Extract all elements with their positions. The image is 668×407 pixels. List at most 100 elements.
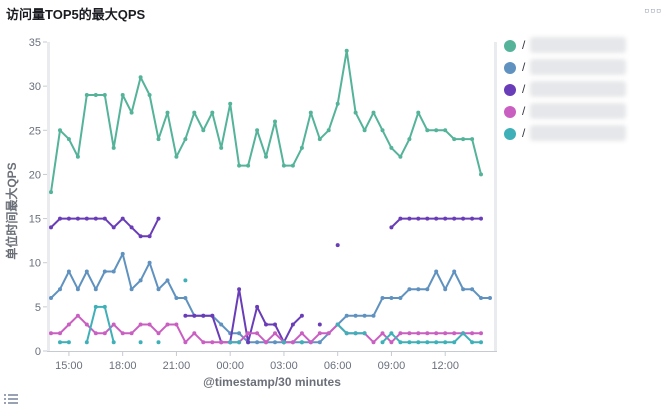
y-tick-label: 35 — [29, 37, 41, 49]
y-tick-label: 25 — [29, 125, 41, 137]
list-icon[interactable] — [4, 393, 18, 405]
data-point — [344, 313, 349, 318]
data-point — [120, 93, 125, 97]
chart-series — [49, 48, 492, 345]
data-point — [425, 331, 430, 336]
data-point — [425, 287, 430, 292]
data-point — [75, 154, 80, 159]
chart-axes: 0 5 10 15 20 25 30 35 15:00 18:00 21:00 00:00 03:00 0… — [29, 37, 497, 372]
data-point — [66, 340, 71, 345]
data-point — [120, 331, 125, 336]
data-point — [192, 110, 197, 115]
data-point — [49, 296, 53, 300]
x-axis-label: @timestamp/30 minutes — [203, 375, 341, 389]
data-point — [111, 340, 116, 345]
data-point — [66, 216, 71, 221]
data-point — [246, 331, 251, 336]
data-point — [246, 163, 251, 168]
data-point — [129, 225, 134, 230]
chart-grid — [47, 42, 497, 351]
data-point — [84, 93, 89, 97]
data-point — [58, 128, 62, 133]
x-tick-label: 03:00 — [270, 360, 298, 372]
data-point — [49, 190, 53, 195]
legend-color-dot — [504, 40, 516, 52]
data-point — [192, 313, 197, 318]
data-point — [201, 128, 206, 133]
data-point — [470, 287, 475, 292]
data-point — [371, 110, 376, 115]
data-point — [335, 101, 340, 106]
data-point — [201, 313, 206, 318]
data-point — [398, 331, 403, 336]
data-point — [452, 216, 457, 221]
data-point — [156, 340, 161, 345]
data-point — [174, 322, 179, 327]
legend-label: / — [522, 38, 526, 52]
x-tick-label: 06:00 — [324, 360, 352, 372]
data-point — [93, 216, 98, 221]
legend-label: / — [522, 126, 526, 140]
data-point — [93, 287, 98, 292]
data-point — [362, 128, 367, 133]
data-point — [210, 313, 215, 318]
data-point — [371, 313, 376, 318]
data-point — [156, 287, 161, 292]
data-point — [281, 163, 286, 168]
right-gutter — [494, 42, 497, 351]
more-dots-icon[interactable]: ▫▫▫ — [644, 2, 662, 18]
data-point — [443, 331, 448, 336]
x-tick-label: 15:00 — [55, 360, 83, 372]
data-point — [425, 216, 430, 221]
data-point — [58, 287, 62, 292]
data-point — [353, 331, 358, 336]
legend-label: / — [522, 104, 526, 118]
legend-color-dot — [504, 128, 516, 140]
data-point — [264, 154, 268, 159]
data-point — [255, 331, 260, 336]
data-point — [434, 269, 439, 274]
data-point — [111, 225, 116, 230]
data-point — [335, 322, 340, 327]
data-point — [183, 278, 188, 283]
data-point — [461, 216, 466, 221]
data-point — [389, 145, 394, 150]
data-point — [407, 287, 412, 292]
data-point — [452, 331, 457, 336]
data-point — [102, 216, 107, 221]
data-point — [58, 331, 62, 336]
series-3 — [49, 216, 483, 345]
data-point — [335, 243, 340, 248]
data-point — [443, 287, 448, 292]
series-line — [51, 314, 481, 344]
data-point — [299, 313, 304, 318]
data-point — [93, 93, 98, 97]
data-point — [290, 340, 295, 345]
series-line — [337, 323, 365, 335]
data-point — [443, 128, 448, 133]
data-point — [264, 322, 268, 327]
data-point — [138, 75, 143, 80]
data-point — [452, 269, 457, 274]
data-point — [398, 154, 403, 159]
data-point — [255, 304, 260, 309]
data-point — [58, 340, 62, 345]
legend-label: / — [522, 60, 526, 74]
x-tick-label: 12:00 — [431, 360, 459, 372]
data-point — [246, 340, 251, 345]
data-point — [398, 216, 403, 221]
data-point — [479, 296, 483, 300]
data-point — [461, 287, 466, 292]
data-point — [138, 234, 143, 239]
data-point — [102, 93, 107, 97]
data-point — [470, 340, 475, 345]
data-point — [380, 296, 385, 300]
data-point — [147, 93, 152, 97]
data-point — [344, 331, 349, 336]
data-point — [84, 322, 89, 327]
data-point — [380, 331, 385, 336]
data-point — [273, 331, 277, 336]
data-point — [102, 269, 107, 274]
legend-redacted — [530, 37, 626, 53]
data-point — [111, 322, 116, 327]
